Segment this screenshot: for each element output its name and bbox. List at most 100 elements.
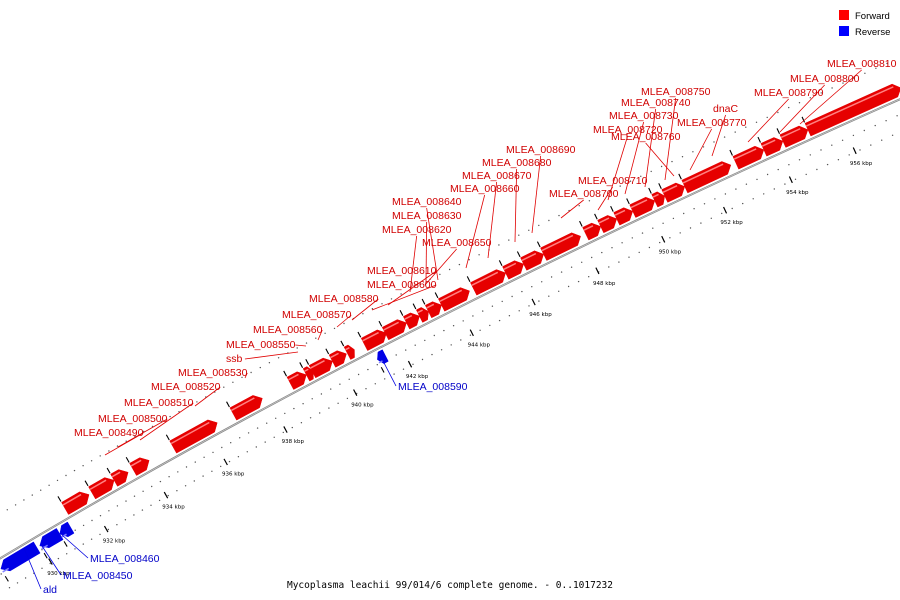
gene-arrow-mlea-008760[interactable] [661, 182, 686, 203]
gene-arrow-mlea-008720[interactable] [597, 215, 618, 234]
gene-label-mlea-008550[interactable]: MLEA_008550 [226, 339, 296, 351]
gene-arrow-mlea-008700[interactable] [540, 232, 581, 261]
gene-label-mlea-008760[interactable]: MLEA_008760 [611, 131, 681, 143]
guide-dot [125, 440, 127, 442]
guide-dot [40, 489, 42, 491]
gene-label-mlea-008640[interactable]: MLEA_008640 [392, 196, 462, 208]
tick-label: 956 kbp [850, 161, 873, 167]
guide-dot [870, 144, 872, 146]
guide-dot [319, 412, 321, 414]
gene-arrow-shading [62, 493, 82, 506]
gene-label-mlea-008720[interactable]: MLEA_008720 [593, 124, 663, 136]
gene-arrow-ald[interactable] [0, 541, 41, 572]
gene-label-mlea-008600[interactable]: MLEA_008600 [367, 279, 437, 291]
tick-mark [531, 298, 536, 306]
gene-arrow-mlea-008640[interactable] [424, 301, 442, 319]
guide-dot [232, 381, 234, 383]
gene-label-mlea-008580[interactable]: MLEA_008580 [309, 293, 379, 305]
gene-label-mlea-008450[interactable]: MLEA_008450 [63, 570, 133, 582]
gene-arrow-mlea-008530[interactable] [169, 419, 218, 454]
gene-arrow-ssb[interactable] [229, 395, 263, 421]
gene-arrow-mlea-008590[interactable] [377, 349, 389, 364]
gene-label-mlea-008770[interactable]: MLEA_008770 [677, 117, 747, 129]
legend-label-reverse: Reverse [855, 27, 890, 38]
gene-label-mlea-008790[interactable]: MLEA_008790 [754, 87, 824, 99]
guide-dot [735, 188, 737, 190]
gene-arrow-mlea-008670[interactable] [470, 269, 506, 296]
guide-dot [462, 320, 464, 322]
gene-arrow-mlea-008730[interactable] [613, 207, 634, 226]
guide-dot [859, 149, 861, 151]
guide-dot [702, 146, 705, 148]
gene-arrow-mlea-008600[interactable] [343, 344, 355, 360]
gene-label-mlea-008500[interactable]: MLEA_008500 [98, 413, 168, 425]
guide-dot [721, 212, 723, 215]
gene-label-mlea-008530[interactable]: MLEA_008530 [178, 367, 248, 379]
gene-label-mlea-008620[interactable]: MLEA_008620 [382, 224, 452, 236]
gene-arrow-shading [761, 139, 776, 147]
guide-dot [631, 237, 633, 239]
guide-dot [412, 363, 414, 365]
gene-arrow-mlea-008580[interactable] [328, 350, 347, 368]
gene-start-marker [498, 260, 503, 266]
gene-leader-line [689, 128, 713, 171]
guide-dot [756, 178, 758, 181]
gene-label-mlea-008730[interactable]: MLEA_008730 [609, 110, 679, 122]
guide-dot [508, 315, 511, 317]
gene-arrow-mlea-008800[interactable] [779, 125, 809, 148]
guide-dot [74, 548, 76, 550]
guide-dot [458, 263, 461, 266]
guide-dot [679, 232, 681, 234]
guide-dot [578, 205, 580, 207]
gene-label-mlea-008670[interactable]: MLEA_008670 [462, 170, 532, 182]
gene-label-mlea-008710[interactable]: MLEA_008710 [578, 175, 648, 187]
gene-label-mlea-008810[interactable]: MLEA_008810 [827, 58, 897, 70]
guide-dot [150, 504, 152, 506]
gene-arrow-mlea-008450[interactable] [39, 528, 64, 549]
gene-label-mlea-008700[interactable]: MLEA_008700 [549, 188, 619, 200]
guide-dot [31, 494, 33, 496]
gene-label-mlea-008750[interactable]: MLEA_008750 [641, 86, 711, 98]
guide-dot [320, 393, 323, 395]
gene-label-ald[interactable]: ald [43, 584, 57, 596]
gene-leader-line [425, 221, 428, 284]
gene-leader-line [41, 545, 62, 576]
gene-label-mlea-008680[interactable]: MLEA_008680 [482, 157, 552, 169]
gene-label-mlea-008800[interactable]: MLEA_008800 [790, 73, 860, 85]
tick-mark [595, 267, 600, 275]
gene-label-ssb[interactable]: ssb [226, 353, 243, 365]
gene-label-mlea-008590[interactable]: MLEA_008590 [398, 381, 468, 393]
gene-arrow-mlea-008460[interactable] [59, 521, 75, 538]
guide-dot [193, 480, 195, 482]
gene-label-mlea-008510[interactable]: MLEA_008510 [124, 397, 194, 409]
gene-label-mlea-008560[interactable]: MLEA_008560 [253, 324, 323, 336]
gene-label-mlea-008460[interactable]: MLEA_008460 [90, 553, 160, 565]
gene-label-mlea-008610[interactable]: MLEA_008610 [367, 265, 437, 277]
gene-label-mlea-008630[interactable]: MLEA_008630 [392, 210, 462, 222]
guide-dot [362, 313, 364, 315]
genome-backbone [0, 98, 900, 560]
gene-leader-line [487, 181, 498, 259]
gene-label-mlea-008740[interactable]: MLEA_008740 [621, 97, 691, 109]
gene-label-mlea-008490[interactable]: MLEA_008490 [74, 427, 144, 439]
gene-arrow-mlea-008660[interactable] [437, 287, 470, 312]
guide-dot [700, 222, 702, 224]
gene-arrow-mlea-008500[interactable] [88, 477, 115, 500]
guide-dot [259, 366, 261, 369]
tick-label: 944 kbp [468, 343, 491, 349]
gene-label-dnac[interactable]: dnaC [713, 103, 739, 115]
gene-label-mlea-008650[interactable]: MLEA_008650 [422, 237, 492, 249]
guide-dot [367, 368, 369, 371]
gene-label-mlea-008520[interactable]: MLEA_008520 [151, 381, 221, 393]
guide-dot [724, 193, 727, 195]
gene-arrow-mlea-008620[interactable] [381, 319, 407, 341]
gene-label-mlea-008570[interactable]: MLEA_008570 [282, 309, 352, 321]
gene-label-mlea-008690[interactable]: MLEA_008690 [506, 144, 576, 156]
gene-label-mlea-008660[interactable]: MLEA_008660 [450, 183, 520, 195]
gene-arrow-mlea-008550[interactable] [286, 371, 307, 390]
guide-dot [669, 237, 671, 239]
gene-arrow-mlea-008520[interactable] [129, 457, 150, 476]
guide-dot [531, 286, 533, 288]
guide-dot [90, 538, 93, 540]
guide-dot [311, 398, 313, 400]
